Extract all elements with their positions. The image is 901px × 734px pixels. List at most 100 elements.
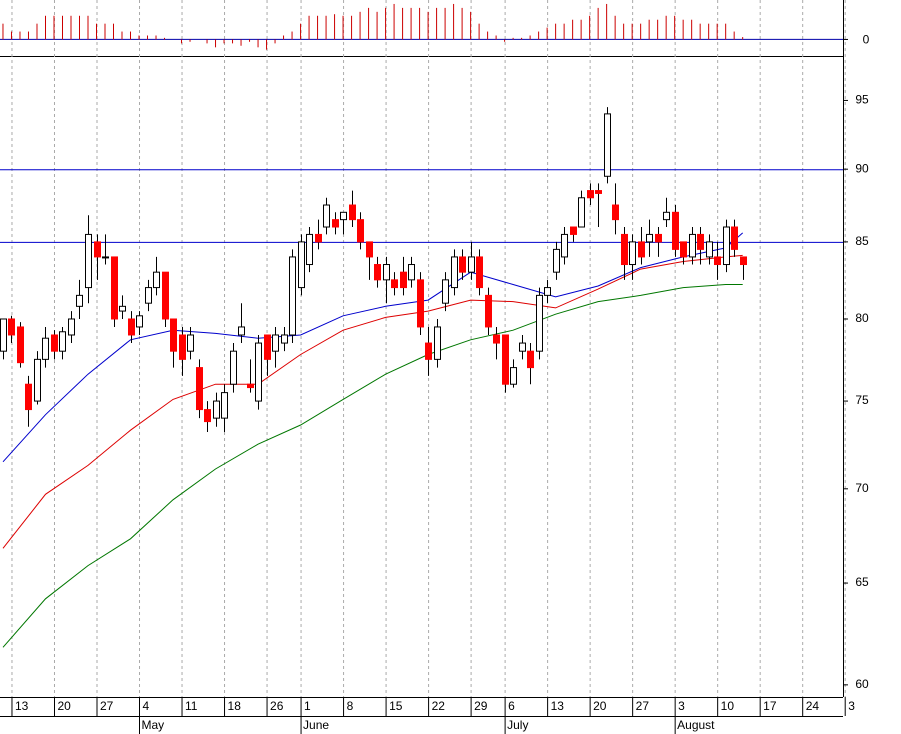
- candle-body: [629, 241, 636, 266]
- candle-body: [230, 350, 237, 385]
- candle-body: [51, 334, 58, 352]
- x-tick-label: 27: [100, 699, 114, 713]
- x-tick-label: 24: [806, 699, 820, 713]
- candle-body: [561, 233, 568, 258]
- x-tick-label: 18: [228, 699, 242, 713]
- candle-body: [502, 334, 509, 385]
- y-tick-label: 60: [855, 677, 869, 691]
- moving-average: [2, 254, 743, 549]
- x-tick-label: 13: [551, 699, 565, 713]
- candle-body: [476, 256, 483, 289]
- y-tick-label: 65: [855, 575, 869, 589]
- candle-body: [289, 256, 296, 336]
- candle-body: [553, 248, 560, 273]
- candle-body: [128, 318, 135, 336]
- candle-body: [672, 211, 679, 250]
- x-tick-label: 6: [508, 699, 515, 713]
- candle-body: [442, 279, 449, 304]
- candle-body: [510, 367, 517, 385]
- y-tick-label: 80: [855, 311, 869, 325]
- candle-body: [493, 334, 500, 344]
- candle-body: [255, 342, 262, 402]
- candle-body: [646, 233, 653, 243]
- candle-body: [0, 318, 7, 352]
- x-tick-label: 1: [304, 699, 311, 713]
- candle-body: [59, 331, 66, 352]
- candle-body: [485, 294, 492, 328]
- candle-body: [383, 264, 390, 281]
- candle-body: [714, 256, 721, 266]
- candle-body: [68, 318, 75, 336]
- y-tick-label: 70: [855, 481, 869, 495]
- candle-body: [425, 342, 432, 360]
- month-label: May: [142, 718, 165, 732]
- y-tick-label: 85: [855, 234, 869, 248]
- candle-body: [731, 226, 738, 250]
- candle-body: [723, 226, 730, 266]
- moving-average: [2, 284, 743, 648]
- candle-body: [94, 241, 101, 258]
- candle-body: [204, 409, 211, 423]
- candle-body: [689, 233, 696, 258]
- candle-body: [179, 334, 186, 360]
- candle-body: [298, 241, 305, 289]
- candle-body: [315, 233, 322, 243]
- candle-body: [595, 190, 602, 194]
- moving-average: [2, 232, 744, 463]
- candle-body: [527, 350, 534, 369]
- candle-body: [663, 211, 670, 221]
- candle-body: [408, 264, 415, 281]
- y-tick-label: 90: [855, 161, 869, 175]
- candle-body: [340, 211, 347, 221]
- candle-body: [247, 383, 254, 389]
- y-tick-label: 75: [855, 393, 869, 407]
- candle-body: [391, 279, 398, 289]
- x-tick-label: 3: [678, 699, 685, 713]
- x-tick-label: 4: [143, 699, 150, 713]
- candle-body: [170, 318, 177, 352]
- candle-body: [740, 256, 747, 266]
- x-tick-label: 27: [636, 699, 650, 713]
- candle-body: [213, 400, 220, 419]
- candle-body: [374, 264, 381, 281]
- candle-body: [162, 271, 169, 320]
- x-tick-label: 29: [474, 699, 488, 713]
- candle-body: [85, 233, 92, 289]
- candle-body: [587, 190, 594, 199]
- candle-body: [136, 315, 143, 328]
- candle-body: [221, 392, 228, 419]
- candle-body: [519, 342, 526, 352]
- candle-body: [434, 326, 441, 360]
- candle-body: [17, 326, 24, 364]
- candle-body: [604, 113, 611, 177]
- candle-body: [536, 294, 543, 352]
- x-tick-label: 22: [432, 699, 446, 713]
- candle-body: [187, 334, 194, 352]
- candle-body: [349, 204, 356, 221]
- candle-body: [34, 358, 41, 402]
- candle-body: [612, 204, 619, 221]
- x-tick-label: 15: [389, 699, 403, 713]
- x-tick-label: 20: [593, 699, 607, 713]
- candle-body: [578, 197, 585, 228]
- candle-body: [459, 256, 466, 273]
- candle-body: [145, 287, 152, 304]
- x-tick-label: 20: [57, 699, 71, 713]
- x-tick-label: 17: [763, 699, 777, 713]
- candle-body: [332, 219, 339, 228]
- x-tick-label: 11: [185, 699, 198, 713]
- candle-body: [306, 233, 313, 266]
- month-label: August: [677, 718, 715, 732]
- candle-body: [621, 233, 628, 266]
- candle-body: [697, 233, 704, 250]
- candle-body: [706, 241, 713, 258]
- month-label: June: [303, 718, 329, 732]
- candle-body: [655, 233, 662, 243]
- candle-body: [76, 294, 83, 307]
- candle-body: [238, 326, 245, 336]
- candle-body: [25, 383, 32, 411]
- candle-body: [544, 287, 551, 296]
- month-label: July: [507, 718, 528, 732]
